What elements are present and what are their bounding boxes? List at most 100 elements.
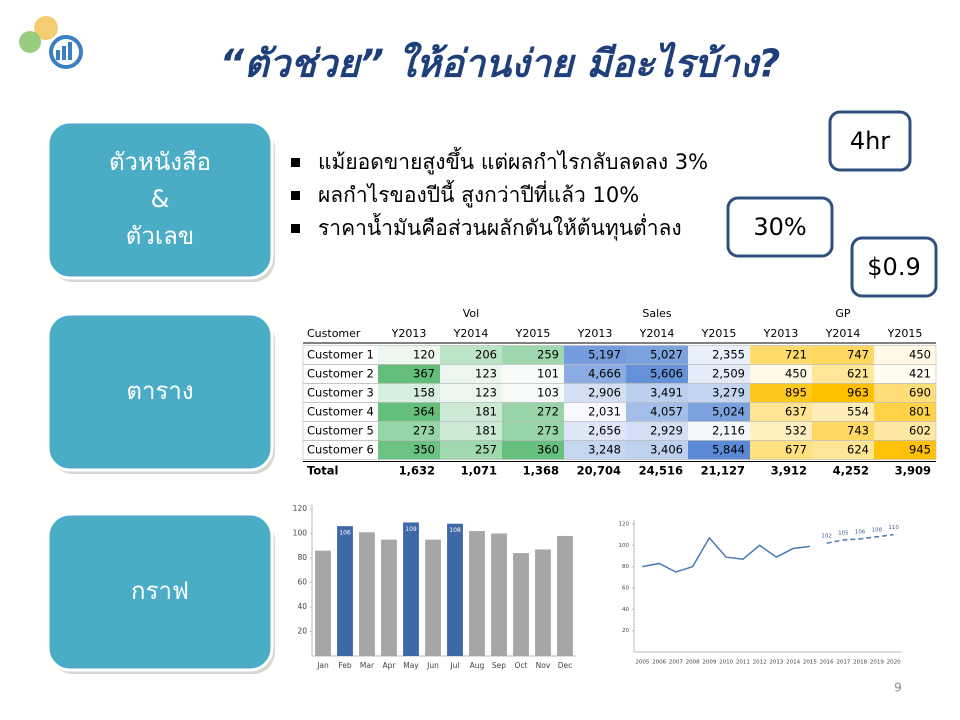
cell-bg	[812, 421, 874, 441]
cell-bg	[502, 383, 564, 403]
column-header: Customer	[307, 327, 361, 340]
x-tick-label: 2012	[753, 660, 767, 666]
row-border	[302, 440, 937, 460]
callout-text: 30%	[753, 213, 806, 241]
cell: 257	[475, 443, 497, 457]
cell: 273	[537, 424, 559, 438]
total-cell: 24,516	[639, 464, 683, 478]
group-header: Vol	[463, 307, 479, 320]
cell: 602	[909, 424, 931, 438]
x-tick-label: Sep	[492, 661, 506, 670]
cell: 801	[909, 405, 931, 419]
cell-bg	[688, 421, 750, 441]
bullet-text: ราคาน้ำมันคือส่วนผลักดันให้ต้นทุนต่ำลง	[318, 213, 682, 241]
cell: 2,031	[588, 405, 621, 419]
x-tick-label: 2015	[803, 660, 817, 666]
cell-bg	[440, 440, 502, 460]
row-label: Customer 5	[307, 424, 374, 438]
data-label: 106	[339, 530, 351, 537]
cell-bg	[626, 383, 688, 403]
cell-bg	[874, 364, 936, 384]
bar	[513, 553, 529, 656]
cell-bg	[874, 421, 936, 441]
cell-bg	[812, 383, 874, 403]
x-tick-label: Jun	[426, 661, 439, 670]
bar	[491, 533, 507, 656]
cell: 158	[413, 386, 435, 400]
y-tick-label: 20	[297, 627, 307, 636]
cell: 743	[847, 424, 869, 438]
callouts: 4hr 30% $0.9	[726, 110, 938, 298]
total-cell: 1,632	[399, 464, 435, 478]
bullet-marker	[291, 224, 300, 233]
cell: 3,406	[650, 443, 683, 457]
cell-bg	[750, 402, 812, 422]
y-tick-label: 40	[297, 602, 307, 611]
cell: 2,355	[712, 348, 745, 362]
cell-bg	[502, 345, 564, 365]
cell: 206	[475, 348, 497, 362]
cell: 3,248	[588, 443, 621, 457]
cell: 123	[475, 367, 497, 381]
group-header: GP	[835, 307, 851, 320]
cell: 103	[537, 386, 559, 400]
cell: 2,116	[712, 424, 745, 438]
section-label: ตาราง	[126, 377, 193, 405]
line	[642, 536, 810, 573]
logo	[19, 16, 83, 69]
x-tick-label: 2007	[669, 660, 683, 666]
x-tick-label: 2008	[686, 660, 700, 666]
section-label: &	[151, 185, 170, 213]
cell: 181	[475, 405, 497, 419]
cell-bg	[502, 364, 564, 384]
column-header: Y2013	[763, 327, 799, 340]
cell-bg	[626, 440, 688, 460]
cell: 5,197	[588, 348, 621, 362]
cell-bg	[688, 402, 750, 422]
bar	[403, 522, 419, 656]
y-tick-label: 60	[622, 586, 629, 592]
x-tick-label: 2010	[719, 660, 733, 666]
cell: 421	[909, 367, 931, 381]
cell-bg	[750, 345, 812, 365]
y-tick-label: 80	[297, 553, 307, 562]
y-tick-label: 100	[619, 543, 630, 549]
bar	[535, 549, 551, 656]
data-label: 102	[821, 534, 832, 540]
total-cell: Total	[307, 464, 338, 478]
x-tick-label: Apr	[383, 661, 397, 670]
cell-bg	[564, 383, 626, 403]
cell: 360	[537, 443, 559, 457]
cell-bg	[626, 402, 688, 422]
cell: 181	[475, 424, 497, 438]
section-box	[46, 512, 274, 672]
x-tick-label: May	[403, 661, 419, 670]
cell: 3,279	[712, 386, 745, 400]
callout-text: $0.9	[867, 253, 920, 281]
x-tick-label: Jul	[449, 661, 459, 670]
cell-bg	[564, 421, 626, 441]
column-header: Y2013	[391, 327, 427, 340]
cell: 450	[909, 348, 931, 362]
row-label: Customer 4	[307, 405, 374, 419]
row-label: Customer 3	[307, 386, 374, 400]
cell-bg	[378, 402, 440, 422]
x-tick-label: Nov	[536, 661, 551, 670]
cell-bg	[874, 440, 936, 460]
data-label: 108	[449, 527, 461, 534]
cell: 747	[847, 348, 869, 362]
total-cell: 21,127	[701, 464, 745, 478]
cell: 677	[785, 443, 807, 457]
cell: 5,027	[650, 348, 683, 362]
cell: 350	[413, 443, 435, 457]
line	[826, 533, 894, 544]
cell: 123	[475, 386, 497, 400]
callout-box	[726, 196, 834, 258]
cell-bg	[626, 345, 688, 365]
row-label: Customer 6	[307, 443, 374, 457]
cell-bg	[750, 421, 812, 441]
cell-bg	[502, 440, 564, 460]
cell-bg	[440, 402, 502, 422]
